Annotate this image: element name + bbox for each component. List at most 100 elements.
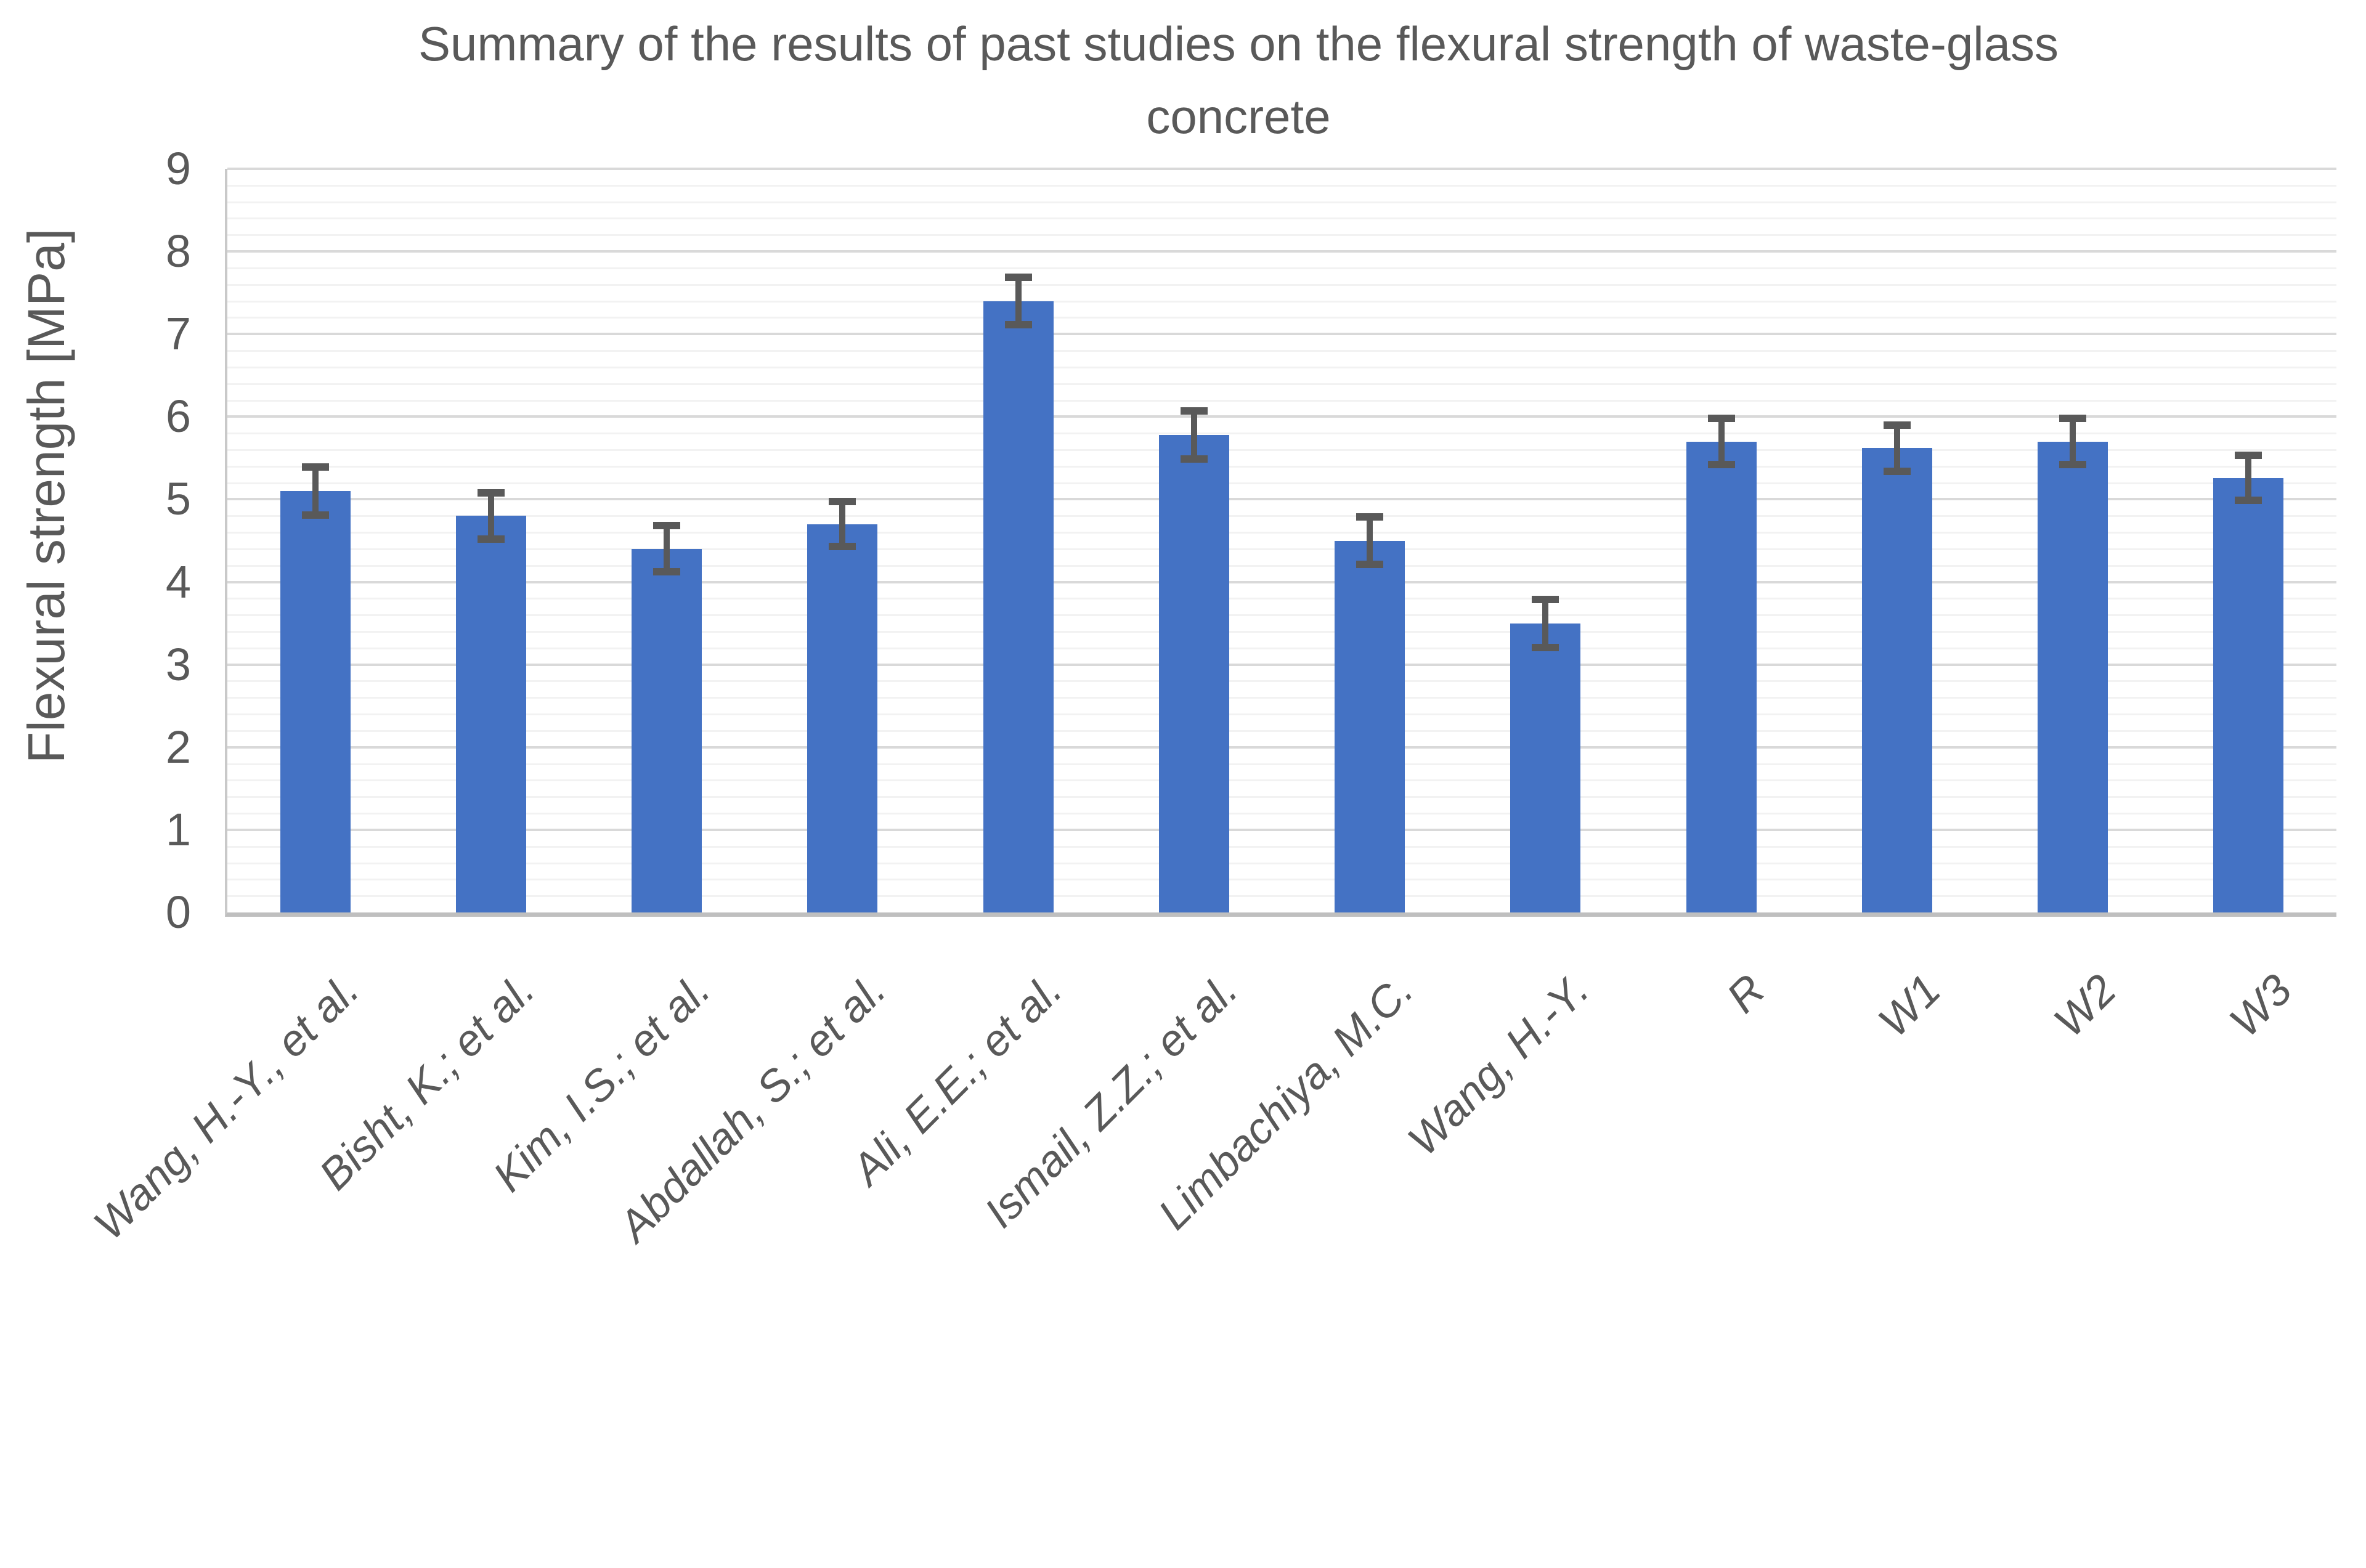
error-bar-cap-top	[1532, 595, 1559, 603]
error-bar-whisker	[1190, 410, 1197, 459]
bar	[455, 516, 526, 912]
error-bar-cap-top	[1180, 407, 1208, 415]
y-tick-label: 1	[165, 803, 191, 855]
gridline-major	[227, 580, 2336, 583]
error-bar-cap-top	[2059, 415, 2087, 422]
error-bar-cap-bottom	[2059, 461, 2087, 469]
error-bar-whisker	[1015, 277, 1022, 325]
gridline-minor	[227, 779, 2336, 782]
error-bar-whisker	[312, 467, 319, 515]
gridline-minor	[227, 713, 2336, 716]
gridline-major	[227, 745, 2336, 749]
y-tick-label: 4	[165, 556, 191, 607]
gridline-minor	[227, 631, 2336, 633]
error-bar-cap-top	[1004, 273, 1032, 281]
gridline-minor	[227, 482, 2336, 484]
bar	[983, 301, 1054, 912]
error-bar-cap-bottom	[1532, 643, 1559, 651]
error-bar-cap-bottom	[1180, 455, 1208, 463]
gridline-minor	[227, 184, 2336, 187]
error-bar-whisker	[664, 526, 670, 572]
bar	[1510, 623, 1581, 912]
gridline-minor	[227, 564, 2336, 567]
gridline-minor	[227, 813, 2336, 815]
error-bar-cap-top	[1883, 421, 1911, 429]
gridline-minor	[227, 680, 2336, 683]
error-bar-cap-bottom	[1356, 561, 1384, 569]
error-bar-cap-bottom	[653, 568, 681, 576]
gridline-minor	[227, 317, 2336, 319]
y-tick-label: 8	[165, 225, 191, 277]
bar	[2038, 441, 2108, 912]
bar	[280, 491, 351, 912]
gridline-major	[227, 168, 2336, 170]
plot-area	[225, 168, 2336, 917]
gridline-minor	[227, 283, 2336, 286]
error-bar-cap-bottom	[2235, 496, 2262, 504]
y-tick-label: 3	[165, 638, 191, 690]
gridline-minor	[227, 300, 2336, 303]
y-tick-label: 7	[165, 308, 191, 360]
gridline-minor	[227, 647, 2336, 649]
error-bar-cap-bottom	[1707, 461, 1735, 469]
error-bar-whisker	[2245, 455, 2252, 500]
error-bar-cap-top	[477, 489, 505, 497]
error-bar-cap-top	[829, 498, 856, 506]
gridline-major	[227, 333, 2336, 336]
gridline-minor	[227, 350, 2336, 352]
gridline-minor	[227, 465, 2336, 468]
bar	[1686, 441, 1757, 912]
gridline-minor	[227, 895, 2336, 898]
gridline-minor	[227, 201, 2336, 203]
y-tick-label: 9	[165, 143, 191, 194]
gridline-minor	[227, 399, 2336, 402]
gridline-minor	[227, 383, 2336, 385]
bar	[632, 548, 702, 912]
bar	[1158, 434, 1229, 912]
gridline-minor	[227, 449, 2336, 451]
error-bar-whisker	[839, 502, 846, 546]
gridline-minor	[227, 532, 2336, 534]
error-bar-cap-bottom	[477, 535, 505, 543]
error-bar-cap-bottom	[301, 511, 329, 519]
gridline-minor	[227, 614, 2336, 617]
error-bar-cap-bottom	[1883, 467, 1911, 475]
gridline-major	[227, 498, 2336, 501]
gridline-major	[227, 828, 2336, 831]
error-bar-cap-bottom	[1004, 321, 1032, 329]
error-bar-cap-top	[1356, 513, 1384, 521]
gridline-minor	[227, 845, 2336, 848]
error-bar-cap-top	[301, 463, 329, 471]
gridline-minor	[227, 217, 2336, 220]
error-bar-cap-top	[653, 522, 681, 530]
error-bar-cap-top	[1707, 415, 1735, 422]
gridline-major	[227, 663, 2336, 666]
error-bar-whisker	[1893, 424, 1900, 471]
error-bar-whisker	[1542, 599, 1549, 648]
y-tick-label: 5	[165, 473, 191, 525]
gridline-minor	[227, 763, 2336, 765]
gridline-minor	[227, 598, 2336, 600]
error-bar-cap-top	[2235, 452, 2262, 460]
gridline-minor	[227, 515, 2336, 518]
gridline-minor	[227, 366, 2336, 368]
y-tick-label: 0	[165, 887, 191, 938]
error-bar-cap-bottom	[829, 542, 856, 550]
gridline-minor	[227, 879, 2336, 881]
gridline-minor	[227, 729, 2336, 732]
chart-title: Summary of the results of past studies o…	[117, 7, 2360, 153]
gridline-minor	[227, 548, 2336, 550]
y-tick-label: 2	[165, 721, 191, 773]
error-bar-whisker	[1718, 418, 1725, 465]
y-tick-label: 6	[165, 391, 191, 442]
gridline-minor	[227, 796, 2336, 798]
gridline-minor	[227, 433, 2336, 435]
bar	[807, 524, 878, 912]
gridline-minor	[227, 267, 2336, 269]
gridline-major	[227, 250, 2336, 253]
gridline-major	[227, 415, 2336, 418]
chart-title-line-2: concrete	[1146, 89, 1331, 144]
error-bar-whisker	[1367, 516, 1373, 565]
chart-title-line-1: Summary of the results of past studies o…	[418, 17, 2059, 71]
error-bar-whisker	[487, 492, 494, 539]
